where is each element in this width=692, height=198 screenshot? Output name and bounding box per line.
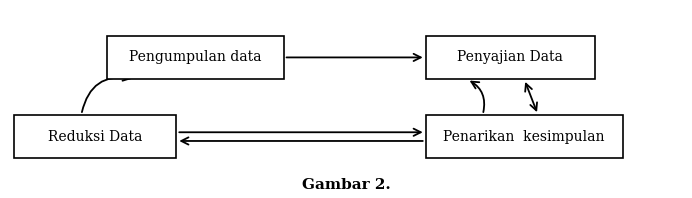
FancyBboxPatch shape xyxy=(14,115,176,158)
Text: Penyajian Data: Penyajian Data xyxy=(457,50,563,64)
FancyArrowPatch shape xyxy=(471,82,484,112)
FancyArrowPatch shape xyxy=(82,74,130,112)
Text: Gambar 2.: Gambar 2. xyxy=(302,178,390,192)
FancyBboxPatch shape xyxy=(426,36,595,79)
FancyBboxPatch shape xyxy=(107,36,284,79)
Text: Reduksi Data: Reduksi Data xyxy=(48,130,143,144)
Text: Pengumpulan data: Pengumpulan data xyxy=(129,50,262,64)
FancyBboxPatch shape xyxy=(426,115,623,158)
Text: Penarikan  kesimpulan: Penarikan kesimpulan xyxy=(444,130,605,144)
